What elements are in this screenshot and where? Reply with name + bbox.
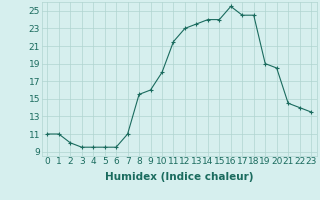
X-axis label: Humidex (Indice chaleur): Humidex (Indice chaleur) [105, 172, 253, 182]
